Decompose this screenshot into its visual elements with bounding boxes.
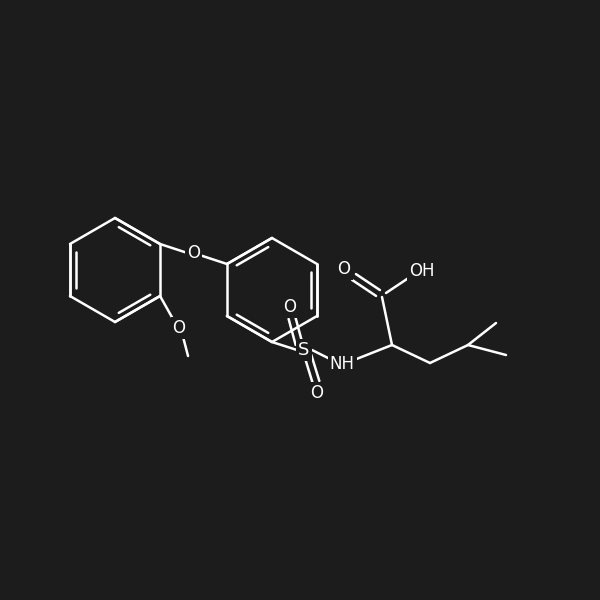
Text: O: O xyxy=(311,384,323,402)
Text: O: O xyxy=(187,244,200,262)
Text: O: O xyxy=(337,260,350,278)
Text: O: O xyxy=(173,319,185,337)
Text: NH: NH xyxy=(329,355,355,373)
Text: S: S xyxy=(298,341,310,359)
Text: OH: OH xyxy=(409,262,435,280)
Text: O: O xyxy=(284,298,296,316)
